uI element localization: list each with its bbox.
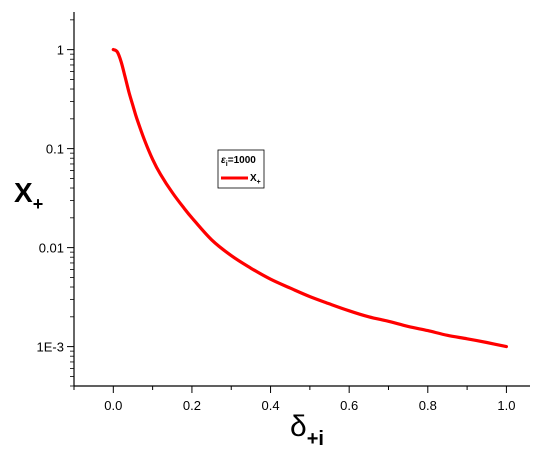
legend-box (217, 149, 265, 189)
x-tick-label: 0.8 (419, 398, 437, 413)
legend-header: εi=1000 (221, 155, 256, 168)
x-tick-label: 0.2 (183, 398, 201, 413)
y-axis-title: X+ (14, 177, 43, 214)
y-tick-label: 1E-3 (37, 340, 64, 355)
y-tick-label: 1 (57, 43, 64, 58)
x-axis-title: δ+i (290, 410, 324, 450)
axes (73, 12, 530, 387)
x-tick-label: 0.0 (104, 398, 122, 413)
x-tick-label: 1.0 (497, 398, 515, 413)
y-tick-label: 0.1 (46, 142, 64, 157)
legend: εi=1000 X+ (217, 149, 265, 189)
series (111, 48, 508, 349)
y-tick-label: 0.01 (39, 241, 64, 256)
x-tick-label: 0.4 (262, 398, 280, 413)
series-line (111, 48, 508, 349)
axis-titles: X+ δ+i (14, 177, 324, 450)
legend-label: X+ (250, 173, 261, 186)
x-tick-label: 0.6 (340, 398, 358, 413)
ticks: 0.0 0.2 0.4 0.6 0.8 1.0 1 0.1 0.01 1E-3 (37, 19, 515, 413)
